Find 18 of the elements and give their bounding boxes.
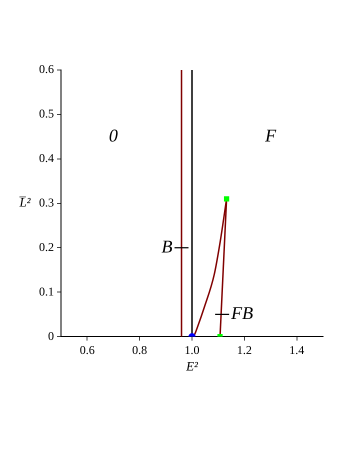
y-tick-label: 0.3 bbox=[39, 195, 54, 210]
y-tick-label: 0.4 bbox=[39, 151, 54, 166]
x-tick-label: 1.2 bbox=[236, 342, 252, 357]
y-tick-label: 0.6 bbox=[39, 62, 54, 76]
x-axis-title: E² bbox=[185, 358, 200, 374]
annotation: F bbox=[264, 125, 278, 146]
y-tick-label: 0.1 bbox=[39, 284, 54, 298]
y-tick-label: 0.5 bbox=[39, 106, 54, 121]
x-tick-label: 1.4 bbox=[289, 342, 304, 357]
x-tick-label: 0.6 bbox=[80, 342, 95, 357]
x-tick-label: 0.8 bbox=[132, 342, 148, 357]
x-tick-label: 1.0 bbox=[184, 342, 200, 357]
annotation: 0 bbox=[108, 125, 118, 146]
annotation: B bbox=[162, 236, 173, 256]
annotation: FB bbox=[230, 303, 254, 324]
y-tick-label: 0.2 bbox=[39, 240, 54, 254]
y-axis-title: L̅² bbox=[18, 194, 32, 210]
y-tick-label: 0 bbox=[48, 328, 54, 343]
